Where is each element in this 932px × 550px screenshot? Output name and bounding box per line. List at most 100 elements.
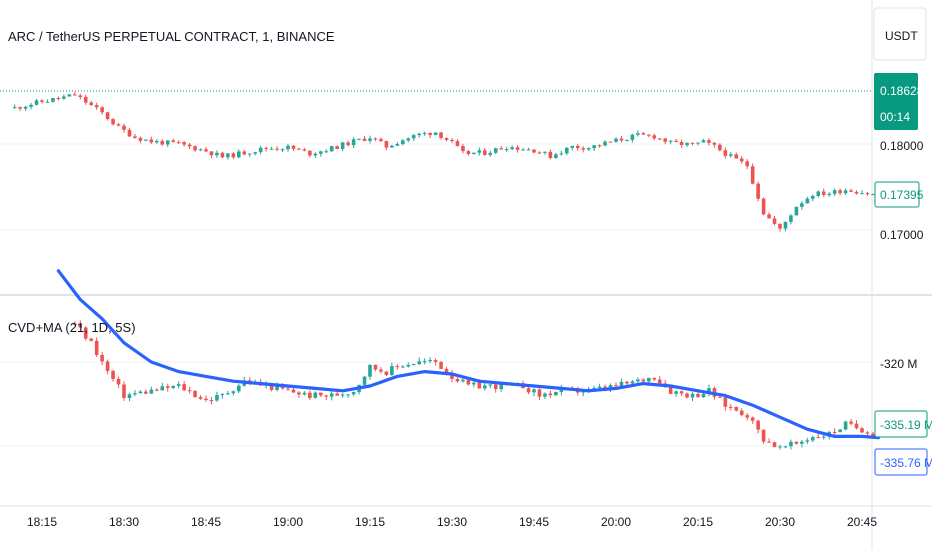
- price-candle: [794, 206, 799, 216]
- price-candle: [504, 149, 509, 151]
- price-candle: [515, 147, 520, 150]
- price-candle: [78, 95, 83, 97]
- price-candle: [368, 138, 372, 141]
- price-candle: [297, 148, 301, 150]
- price-candle: [286, 145, 290, 150]
- cvd-candle: [160, 386, 165, 391]
- price-candle: [483, 150, 487, 155]
- time-label-1: 18:30: [109, 515, 139, 529]
- price-candle: [335, 146, 339, 149]
- price-candle: [647, 134, 651, 136]
- price-candle: [411, 135, 416, 139]
- price-candle: [559, 153, 564, 155]
- price-candle: [51, 98, 55, 102]
- cvd-candle: [351, 392, 356, 395]
- cvd-candle: [816, 437, 821, 439]
- price-candle: [144, 139, 148, 141]
- price-candle: [625, 139, 629, 141]
- cvd-candle: [461, 379, 465, 382]
- cvd-candle: [297, 392, 301, 395]
- price-candle: [619, 138, 624, 141]
- cvd-candle: [144, 391, 148, 394]
- indicator-title[interactable]: CVD+MA (21, 1D, 5S): [8, 320, 136, 335]
- cvd-candle: [450, 373, 454, 379]
- cvd-candle: [543, 393, 547, 397]
- price-candles: [12, 91, 881, 232]
- price-candle: [745, 161, 749, 167]
- price-candle: [433, 132, 438, 136]
- price-candle: [67, 94, 72, 97]
- cvd-candle: [783, 446, 788, 448]
- price-candle: [871, 194, 875, 196]
- price-candle: [554, 154, 558, 158]
- price-candle: [45, 101, 50, 103]
- cvd-candle: [324, 395, 329, 397]
- cvd-candle: [302, 392, 307, 395]
- price-candle: [209, 151, 214, 156]
- price-candle: [499, 148, 503, 150]
- price-candle: [521, 149, 525, 151]
- price-candle: [422, 133, 427, 135]
- cvd-value: -335.19 M: [880, 418, 932, 432]
- cvd-candle: [127, 394, 132, 398]
- time-label-10: 20:45: [847, 515, 877, 529]
- ma-value: -335.76 M: [880, 456, 932, 470]
- cvd-candle: [133, 393, 137, 395]
- price-candle: [838, 190, 842, 194]
- cvd-candle: [149, 389, 154, 394]
- cvd-candle: [122, 384, 126, 398]
- price-candle: [800, 203, 804, 207]
- cvd-candle: [198, 397, 203, 399]
- price-candle: [237, 151, 241, 158]
- price-candle: [29, 104, 33, 107]
- cvd-candle: [286, 388, 290, 390]
- price-candle: [176, 142, 181, 144]
- price-candle: [679, 142, 684, 146]
- currency-box[interactable]: [873, 7, 927, 61]
- price-candle: [439, 132, 443, 139]
- price-candle: [690, 142, 695, 144]
- price-candle: [674, 140, 678, 143]
- price-candle: [783, 221, 788, 229]
- cvd-candle: [860, 428, 864, 433]
- price-candle: [351, 139, 356, 146]
- price-candle: [734, 154, 739, 159]
- cvd-candle: [532, 389, 536, 393]
- symbol-title[interactable]: ARC / TetherUS PERPETUAL CONTRACT, 1, BI…: [8, 29, 335, 44]
- price-candle: [324, 151, 329, 153]
- price-candle: [865, 193, 870, 195]
- cvd-candle: [701, 393, 706, 398]
- cvd-candle: [811, 437, 815, 441]
- price-candle: [258, 147, 263, 153]
- cvd-candle: [865, 432, 870, 434]
- cvd-candle: [696, 393, 700, 398]
- cvd-candle: [411, 364, 416, 366]
- price-candle: [532, 149, 536, 153]
- price-candle: [767, 214, 771, 219]
- price-candle: [761, 198, 766, 215]
- cvd-candle: [187, 390, 192, 392]
- price-candle: [357, 138, 361, 140]
- price-candle: [89, 102, 93, 106]
- cvd-candle: [652, 377, 657, 380]
- price-candle: [537, 152, 542, 154]
- cvd-candle: [592, 388, 596, 390]
- price-candle: [668, 140, 673, 142]
- price-candle: [62, 96, 66, 99]
- price-candle: [18, 107, 22, 109]
- price-candle: [242, 151, 247, 155]
- time-axis[interactable]: 18:15 18:30 18:45 19:00 19:15 19:30 19:45 20:00…: [27, 515, 877, 529]
- cvd-candle: [718, 396, 722, 398]
- price-candle: [821, 191, 826, 195]
- price-candle: [718, 144, 722, 151]
- cvd-candle: [821, 436, 826, 438]
- price-candle: [291, 145, 296, 149]
- price-candle: [630, 134, 635, 140]
- cvd-candle: [433, 360, 438, 362]
- price-candle: [488, 152, 493, 155]
- price-candle: [105, 112, 110, 120]
- price-candle: [477, 150, 482, 153]
- price-candle: [597, 145, 602, 147]
